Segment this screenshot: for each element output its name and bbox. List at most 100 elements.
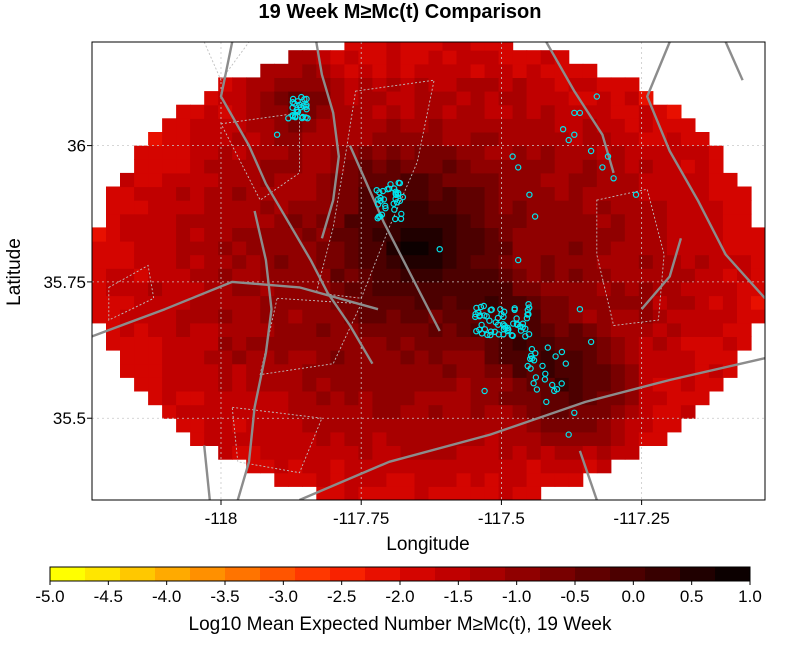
fault-line <box>299 357 765 500</box>
heatmap-cell <box>442 377 458 392</box>
heatmap-cell <box>512 241 528 256</box>
heatmap-cell <box>274 377 289 392</box>
heatmap-cell <box>246 104 261 119</box>
earthquake-marker <box>374 201 382 208</box>
heatmap-cell <box>274 322 289 337</box>
heatmap-cell <box>148 350 163 365</box>
heatmap-cell <box>498 77 514 92</box>
heatmap-cell <box>498 91 514 106</box>
heatmap-cell <box>274 309 289 324</box>
heatmap-cell <box>288 336 303 351</box>
heatmap-cell <box>218 350 233 365</box>
heatmap-cell <box>190 241 205 256</box>
heatmap-cell <box>526 213 542 228</box>
heatmap-cell <box>526 145 542 160</box>
heatmap-cell <box>162 363 177 378</box>
heatmap-cell <box>120 309 135 324</box>
heatmap-cell <box>610 132 626 147</box>
heatmap-cell <box>358 281 373 297</box>
heatmap-cell <box>274 77 289 92</box>
heatmap-cell <box>400 63 416 78</box>
heatmap-cell <box>148 309 163 324</box>
heatmap-cell <box>344 391 359 406</box>
heatmap-cell <box>596 445 612 460</box>
heatmap-cell <box>442 63 458 78</box>
heatmap-cell <box>288 322 303 337</box>
heatmap-cell <box>302 404 317 419</box>
heatmap-cell <box>330 268 345 283</box>
heatmap-cell <box>176 213 191 228</box>
fault-block <box>220 112 300 201</box>
heatmap-cell <box>442 486 458 500</box>
heatmap-cell <box>722 309 738 324</box>
heatmap-cell <box>414 418 430 433</box>
heatmap-cell <box>302 172 317 188</box>
heatmap-cell <box>288 50 303 65</box>
heatmap-cell <box>554 145 570 160</box>
heatmap-cell <box>148 377 163 392</box>
heatmap-cell <box>414 404 430 419</box>
heatmap-cell <box>624 322 640 337</box>
heatmap-cell <box>638 254 654 269</box>
heatmap-cell <box>442 77 458 92</box>
earthquake-marker <box>285 115 292 122</box>
heatmap-cell <box>554 77 570 92</box>
heatmap-cell <box>372 445 387 460</box>
heatmap-cell <box>484 132 500 147</box>
heatmap-cell <box>484 213 500 228</box>
heatmap-cell <box>596 459 612 474</box>
heatmap-cell <box>582 418 598 433</box>
heatmap-cell <box>260 77 275 92</box>
heatmap-cell <box>624 268 640 283</box>
heatmap-cell <box>288 186 303 201</box>
heatmap-cell <box>610 295 626 310</box>
earthquake-marker <box>543 398 550 406</box>
colorbar-swatch <box>610 567 646 581</box>
heatmap-cell <box>708 145 724 160</box>
heatmap-cell <box>484 241 500 256</box>
heatmap-cell <box>288 472 303 487</box>
heatmap-cell <box>204 404 219 419</box>
heatmap-cell <box>106 213 121 228</box>
heatmap-cell <box>442 254 458 269</box>
heatmap-cell <box>526 445 542 460</box>
earthquake-marker <box>473 304 480 312</box>
heatmap-cell <box>260 132 275 147</box>
heatmap-cell <box>554 445 570 460</box>
heatmap-cell <box>316 118 331 133</box>
heatmap-cell <box>288 418 303 433</box>
heatmap-cell <box>288 241 303 256</box>
heatmap-cell <box>344 445 359 460</box>
heatmap-cell <box>596 118 612 133</box>
earthquake-marker <box>562 360 570 367</box>
heatmap-cell <box>526 241 542 256</box>
heatmap-cell <box>358 42 373 51</box>
heatmap-cell <box>316 104 331 119</box>
heatmap-cell <box>274 104 289 119</box>
heatmap-cell <box>540 63 556 78</box>
earthquake-marker <box>484 331 491 339</box>
heatmap-cell <box>737 186 752 201</box>
heatmap-cell <box>470 213 486 228</box>
fault-line <box>315 42 340 239</box>
heatmap-cell <box>428 472 444 487</box>
heatmap-cell <box>456 145 472 160</box>
heatmap-cell <box>428 336 444 351</box>
heatmap-cell <box>344 104 359 119</box>
heatmap-cell <box>568 268 584 283</box>
heatmap-cell <box>386 132 401 147</box>
heatmap-cell <box>428 63 444 78</box>
heatmap-cell <box>666 227 682 242</box>
colorbar-swatch <box>190 567 226 581</box>
earthquake-marker <box>593 93 601 100</box>
heatmap-cell <box>540 459 556 474</box>
heatmap-cell <box>162 377 177 392</box>
heatmap-cell <box>162 254 177 269</box>
heatmap-cell <box>288 145 303 160</box>
heatmap-cell <box>176 159 191 174</box>
heatmap-cell <box>120 254 135 269</box>
heatmap-cell <box>162 172 177 188</box>
heatmap-cell <box>638 159 654 174</box>
heatmap-cell <box>400 42 416 51</box>
heatmap-cell <box>498 486 514 500</box>
